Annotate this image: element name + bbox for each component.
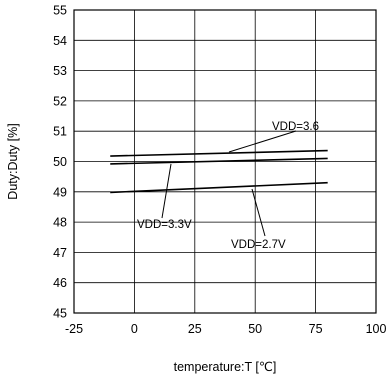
- y-tick-label: 55: [53, 4, 67, 18]
- plot-frame: [73, 9, 377, 314]
- x-tick-label: -25: [65, 322, 83, 336]
- annotation-label: VDD=2.7V: [231, 239, 286, 251]
- y-tick-label: 54: [53, 34, 67, 48]
- x-tick-label: 75: [309, 322, 323, 336]
- annotation-leader-line: [161, 163, 172, 219]
- annotations: VDD=3.6 VDD=3.3V VDD=2.7V: [137, 121, 319, 251]
- series-line-1: [110, 149, 328, 157]
- annotation-label: VDD=3.6: [272, 121, 319, 133]
- annotation-leader-line: [251, 188, 266, 237]
- y-tick-label: 53: [53, 64, 67, 78]
- tick-labels: -25 0 25 50 75 100 45 46 47 48 49 50 51 52 53 54 55: [53, 4, 386, 337]
- y-tick-label: 45: [53, 307, 67, 321]
- x-axis-label: temperature:T [℃]: [174, 360, 277, 374]
- x-tick-label: 100: [366, 322, 387, 336]
- x-tick-label: 50: [248, 322, 262, 336]
- y-tick-label: 48: [53, 216, 67, 230]
- y-tick-label: 46: [53, 276, 67, 290]
- series-line-2: [110, 157, 328, 165]
- x-tick-label: 0: [131, 322, 138, 336]
- annotation-leader-line: [228, 130, 297, 153]
- y-tick-label: 52: [53, 94, 67, 108]
- y-tick-label: 51: [53, 125, 67, 139]
- series-line-3: [110, 181, 328, 194]
- x-tick-label: 25: [188, 322, 202, 336]
- y-tick-label: 49: [53, 185, 67, 199]
- series-lines: [110, 149, 328, 194]
- y-tick-label: 50: [53, 155, 67, 169]
- y-axis-label: Duty:Duty [%]: [6, 123, 20, 199]
- y-tick-label: 47: [53, 246, 67, 260]
- annotation-label: VDD=3.3V: [137, 219, 192, 231]
